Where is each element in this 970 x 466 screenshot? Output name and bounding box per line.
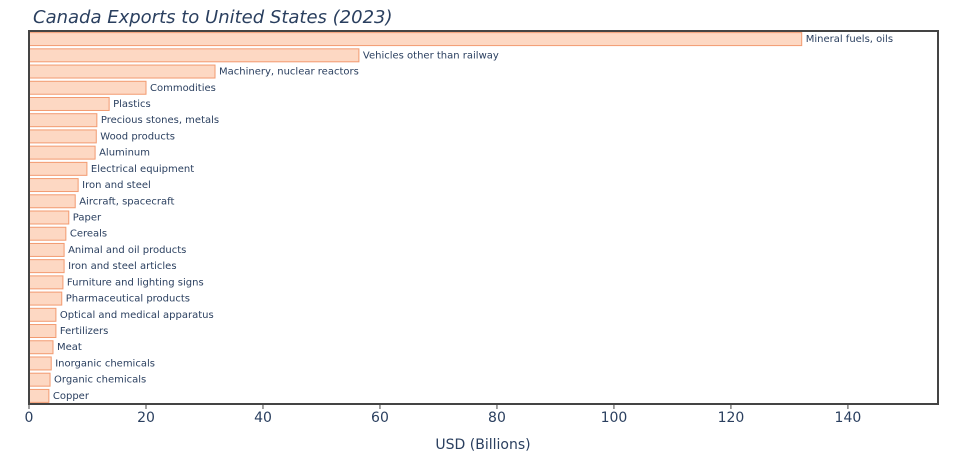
x-tick-label: 100 [601,410,628,426]
bar-label: Vehicles other than railway [363,50,499,61]
bar [28,324,57,339]
x-tick-label: 20 [137,410,155,426]
bar-label: Plastics [113,99,151,110]
x-tick-label: 40 [254,410,272,426]
bar-label: Wood products [100,131,175,142]
bar [28,356,52,371]
bar [28,113,98,128]
bar [28,275,64,290]
bar [28,372,51,387]
bar [28,145,96,160]
bar [28,226,67,241]
chart-title: Canada Exports to United States (2023) [33,7,393,28]
bar [28,48,360,63]
bar-label: Pharmaceutical products [66,294,190,305]
bar [28,340,54,355]
bar-label: Animal and oil products [68,245,186,256]
bar [28,194,76,209]
bar-label: Copper [53,391,90,402]
x-axis-title: USD (Billions) [435,437,530,453]
bar-label: Iron and steel articles [68,261,176,272]
bar-label: Precious stones, metals [101,115,219,126]
bar-label: Electrical equipment [91,164,194,175]
x-tick-label: 80 [488,410,506,426]
x-tick-label: 140 [835,410,862,426]
x-tick-label: 0 [25,410,34,426]
bar-label: Cereals [70,229,107,240]
bar-label: Organic chemicals [54,375,146,386]
bar-label: Fertilizers [60,326,108,337]
bar [28,178,79,193]
bar [28,64,216,79]
bar [28,96,110,111]
bar [28,210,70,225]
bar-label: Aircraft, spacecraft [79,196,174,207]
bar-label: Optical and medical apparatus [60,310,214,321]
bar-label: Meat [57,342,82,353]
bar [28,259,65,274]
plot-frame [28,30,939,405]
bar-label: Inorganic chemicals [55,358,155,369]
bar [28,80,147,95]
x-tick-label: 60 [371,410,389,426]
bar-label: Paper [73,213,102,224]
bar [28,242,65,257]
bar [28,307,57,322]
bar-label: Commodities [150,83,216,94]
x-tick-label: 120 [718,410,745,426]
bar [28,388,50,403]
bar-label: Iron and steel [82,180,151,191]
bar [28,291,63,306]
bar-label: Machinery, nuclear reactors [219,67,359,78]
bar [28,32,803,47]
bar [28,129,97,144]
bar-label: Furniture and lighting signs [67,277,204,288]
bar-label: Aluminum [99,148,150,159]
bar-label: Mineral fuels, oils [806,34,893,45]
bar [28,161,88,176]
